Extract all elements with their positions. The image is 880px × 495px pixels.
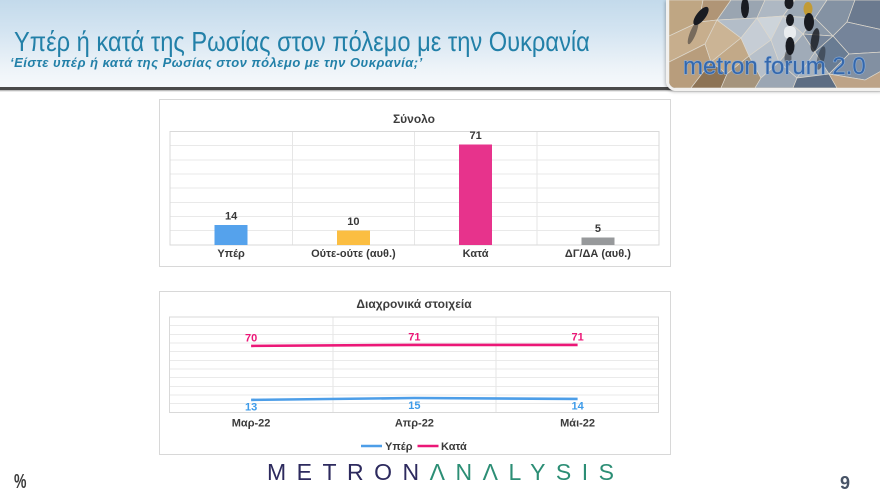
svg-text:Ούτε-ούτε (αυθ.): Ούτε-ούτε (αυθ.)	[311, 248, 396, 260]
svg-text:ΔΓ/ΔΑ (αυθ.): ΔΓ/ΔΑ (αυθ.)	[565, 248, 631, 260]
svg-text:71: 71	[408, 331, 420, 343]
svg-text:14: 14	[571, 401, 584, 413]
svg-text:Κατά: Κατά	[463, 248, 489, 260]
svg-text:Υπέρ: Υπέρ	[217, 248, 245, 260]
svg-text:71: 71	[469, 130, 481, 142]
svg-text:71: 71	[571, 331, 583, 343]
svg-text:Απρ-22: Απρ-22	[395, 418, 434, 430]
svg-text:5: 5	[595, 223, 601, 235]
svg-text:10: 10	[347, 216, 359, 228]
svg-text:70: 70	[245, 332, 257, 344]
svg-text:Μάι-22: Μάι-22	[560, 418, 595, 430]
svg-text:Υπέρ: Υπέρ	[385, 441, 413, 453]
svg-text:13: 13	[245, 402, 257, 414]
svg-text:Μαρ-22: Μαρ-22	[232, 418, 271, 430]
svg-text:metron forum 2.0: metron forum 2.0	[683, 53, 866, 80]
svg-text:14: 14	[225, 211, 238, 223]
svg-text:Κατά: Κατά	[441, 441, 467, 453]
svg-text:15: 15	[408, 400, 420, 412]
